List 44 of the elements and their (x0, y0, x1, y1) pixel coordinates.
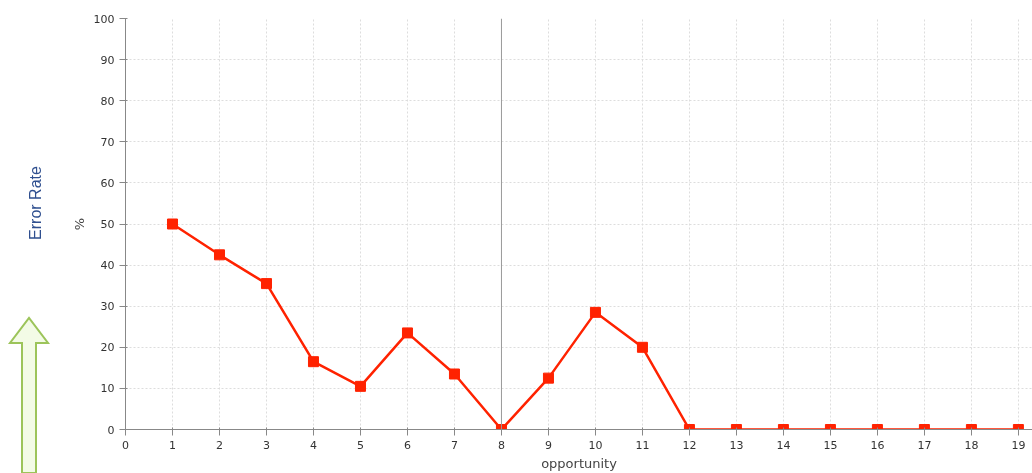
x-tick-label: 12 (682, 438, 697, 452)
y-axis-title: % (71, 217, 87, 231)
y-tick-label: 100 (93, 12, 115, 26)
point (401, 327, 413, 339)
point (213, 249, 225, 261)
x-tick-label: 10 (588, 438, 603, 452)
point (448, 368, 460, 380)
x-tick-label: 3 (262, 438, 270, 452)
point (260, 278, 272, 290)
x-tick-label: 18 (964, 438, 979, 452)
x-tick-label: 6 (403, 438, 411, 452)
point (354, 380, 366, 392)
text: Error Rate (27, 166, 44, 240)
point (589, 306, 601, 318)
x-tick-label: 13 (729, 438, 744, 452)
x-tick-label: 0 (122, 438, 129, 452)
y-tick-label: 0 (107, 423, 115, 437)
x-tick-label: 4 (309, 438, 317, 452)
x-tick-label: 1 (169, 438, 176, 452)
x-tick-label: 5 (356, 438, 364, 452)
x-tick-label: 9 (544, 438, 552, 452)
x-tick-label: 16 (870, 438, 885, 452)
x-tick-label: 15 (823, 438, 838, 452)
x-tick-label: 2 (215, 438, 223, 452)
x-tick-label: 11 (635, 438, 650, 452)
y-tick-label: 60 (100, 176, 115, 190)
y-tick-label: 20 (100, 341, 115, 355)
y-tick-label: 10 (100, 382, 115, 396)
x-tick-label: 14 (776, 438, 791, 452)
point (542, 372, 554, 384)
point (166, 218, 178, 230)
y-tick-label: 90 (100, 53, 115, 67)
x-tick-label: 7 (450, 438, 458, 452)
x-tick-label: 8 (497, 438, 505, 452)
x-tick-label: 19 (1011, 438, 1026, 452)
y-tick-label: 50 (100, 218, 115, 231)
y-tick-label: 30 (100, 300, 115, 314)
point (307, 356, 319, 368)
y-tick-label: 70 (100, 135, 115, 149)
y-tick-label: 80 (100, 94, 115, 108)
y-tick-label: 40 (100, 259, 115, 273)
x-axis-title: opportunity (541, 455, 618, 471)
x-tick-label: 17 (917, 438, 932, 452)
point (636, 341, 648, 353)
